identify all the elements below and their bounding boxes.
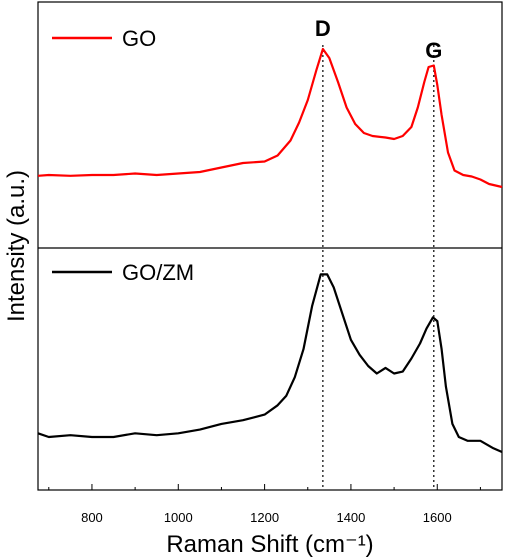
legend-label-go-zm: GO/ZM	[122, 260, 194, 285]
y-axis-title: Intensity (a.u.)	[3, 170, 30, 322]
x-axis-ticks: 800 1000 1200 1400 1600	[48, 484, 481, 525]
series-line-go	[37, 47, 503, 189]
x-tick-label: 1400	[336, 510, 365, 525]
plot-frame	[37, 1, 503, 491]
peak-label-d: D	[315, 16, 331, 41]
series-line-go-zm	[37, 273, 503, 454]
x-tick-label: 1000	[164, 510, 193, 525]
peak-reference-lines	[322, 45, 435, 490]
x-axis-title: Raman Shift (cm⁻¹)	[166, 531, 373, 558]
x-tick-label: 800	[81, 510, 103, 525]
legend-label-go: GO	[122, 26, 156, 51]
x-tick-label: 1600	[423, 510, 452, 525]
peak-label-g: G	[425, 38, 442, 63]
x-tick-label: 1200	[250, 510, 279, 525]
